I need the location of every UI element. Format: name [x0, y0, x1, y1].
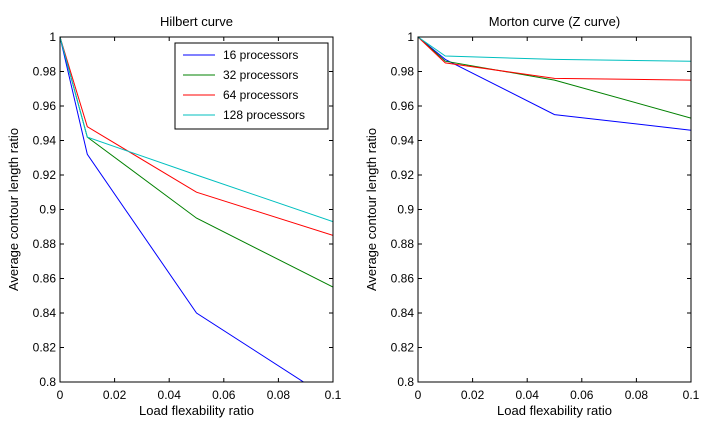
y-axis-label: Average contour length ratio — [6, 128, 21, 291]
chart-title: Hilbert curve — [160, 14, 233, 29]
x-tick-label: 0.08 — [625, 388, 649, 402]
y-tick-label: 0.98 — [391, 65, 415, 79]
series-line-4 — [60, 37, 333, 223]
y-tick-label: 0.9 — [397, 203, 414, 217]
chart-title: Morton curve (Z curve) — [489, 14, 620, 29]
y-tick-label: 1 — [407, 30, 414, 44]
x-tick-label: 0.02 — [461, 388, 485, 402]
y-tick-label: 0.84 — [391, 306, 415, 320]
x-tick-label: 0.1 — [325, 388, 342, 402]
x-tick-label: 0.02 — [103, 388, 127, 402]
y-tick-label: 0.84 — [33, 306, 57, 320]
y-tick-label: 1 — [49, 30, 56, 44]
legend-label-2: 32 processors — [223, 68, 298, 82]
y-tick-label: 0.86 — [33, 272, 57, 286]
y-tick-label: 0.94 — [391, 134, 415, 148]
x-tick-label: 0.08 — [267, 388, 291, 402]
series-group — [418, 37, 691, 131]
x-tick-label: 0.04 — [158, 388, 182, 402]
x-tick-label: 0 — [57, 388, 64, 402]
series-line-3 — [418, 37, 691, 81]
x-axis-label: Load flexability ratio — [497, 403, 612, 418]
y-tick-label: 0.82 — [33, 341, 57, 355]
legend-label-3: 64 processors — [223, 88, 298, 102]
y-tick-label: 0.9 — [39, 203, 56, 217]
y-tick-label: 0.98 — [33, 65, 57, 79]
series-line-1 — [60, 37, 305, 382]
x-axis-label: Load flexability ratio — [139, 403, 254, 418]
y-tick-label: 0.88 — [391, 237, 415, 251]
legend: 16 processors 32 processors 64 processors 1… — [174, 42, 329, 130]
y-axis-label: Average contour length ratio — [364, 128, 379, 291]
y-tick-label: 0.8 — [39, 375, 56, 389]
y-tick-label: 0.92 — [391, 168, 415, 182]
y-tick-label: 0.82 — [391, 341, 415, 355]
y-tick-label: 0.86 — [391, 272, 415, 286]
x-tick-label: 0 — [415, 388, 422, 402]
chart-panel-1: 0 0.02 0.04 0.06 0.08 0.1 0.8 0.82 0.84 0.86 0.88 0… — [6, 14, 342, 418]
series-group — [60, 37, 333, 382]
x-tick-label: 0.06 — [212, 388, 236, 402]
y-tick-label: 0.96 — [391, 99, 415, 113]
x-tick-label: 0.06 — [570, 388, 594, 402]
y-tick-label: 0.94 — [33, 134, 57, 148]
series-line-4 — [418, 37, 691, 62]
y-tick-label: 0.8 — [397, 375, 414, 389]
series-line-1 — [418, 37, 691, 131]
y-tick-label: 0.96 — [33, 99, 57, 113]
series-line-3 — [60, 37, 333, 236]
x-tick-label: 0.04 — [516, 388, 540, 402]
y-tick-label: 0.92 — [33, 168, 57, 182]
chart-panel-2: 0 0.02 0.04 0.06 0.08 0.1 0.8 0.82 0.84 0.86 0.88 0… — [364, 14, 700, 418]
legend-label-4: 128 processors — [223, 108, 305, 122]
x-tick-label: 0.1 — [683, 388, 700, 402]
legend-label-1: 16 processors — [223, 48, 298, 62]
y-tick-label: 0.88 — [33, 237, 57, 251]
plot-area — [418, 37, 691, 382]
